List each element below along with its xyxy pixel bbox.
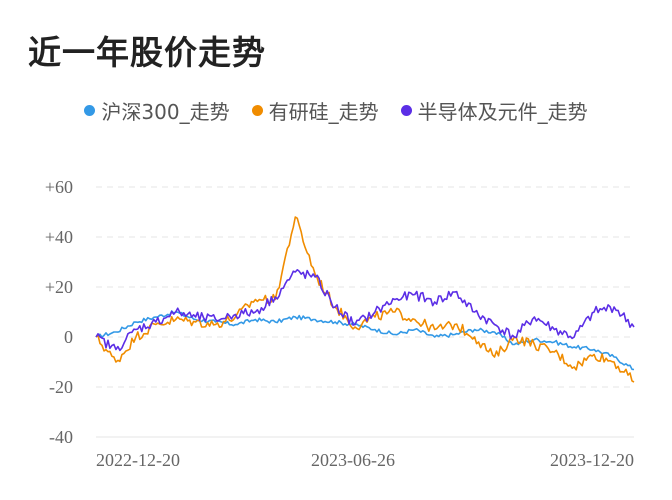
y-tick-label: -20 xyxy=(49,377,73,397)
legend-item-semi[interactable]: 半导体及元件_走势 xyxy=(400,96,588,125)
y-tick-label: +40 xyxy=(45,227,73,247)
y-tick-label: -40 xyxy=(49,427,73,447)
x-tick-label: 2023-12-20 xyxy=(550,450,634,470)
legend-dot-icon xyxy=(400,105,412,116)
legend-dot-icon xyxy=(84,105,96,116)
y-tick-label: +60 xyxy=(45,177,73,197)
chart-legend: 沪深300_走势 有研硅_走势 半导体及元件_走势 xyxy=(0,96,672,125)
legend-item-hs300[interactable]: 沪深300_走势 xyxy=(84,96,230,125)
series-line-1 xyxy=(95,216,635,383)
y-tick-label: 0 xyxy=(64,327,73,347)
legend-label: 沪深300_走势 xyxy=(101,100,230,124)
legend-dot-icon xyxy=(251,105,263,116)
series-line-2 xyxy=(95,268,635,352)
legend-label: 半导体及元件_走势 xyxy=(417,100,588,124)
x-tick-label: 2023-06-26 xyxy=(311,450,395,470)
x-tick-label: 2022-12-20 xyxy=(96,450,180,470)
legend-item-yougui[interactable]: 有研硅_走势 xyxy=(251,96,379,125)
legend-label: 有研硅_走势 xyxy=(268,100,379,124)
chart-title: 近一年股价走势 xyxy=(28,33,266,72)
y-tick-label: +20 xyxy=(45,277,73,297)
